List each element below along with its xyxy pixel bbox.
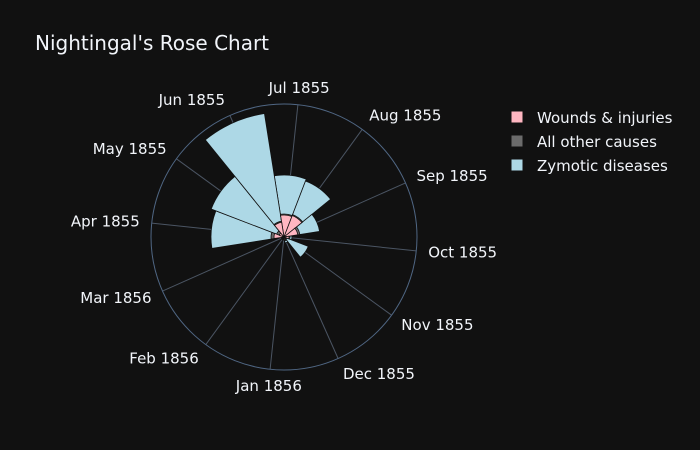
- angular-label-jul-1855: Jul 1855: [268, 79, 330, 97]
- polar-outer-ring: [150, 103, 418, 371]
- legend-label-other-causes: All other causes: [537, 133, 657, 151]
- legend: Wounds & injuries All other causes Zymot…: [510, 109, 673, 175]
- spoke-mar-1856: [162, 236, 285, 292]
- bar-zymotic-diseases-nov-1855[interactable]: [282, 236, 309, 258]
- angular-label-sep-1855: Sep 1855: [416, 167, 487, 185]
- angular-label-oct-1855: Oct 1855: [428, 244, 497, 262]
- bar-wounds-injuries-jun-1855[interactable]: [273, 221, 285, 239]
- bar-wounds-injuries-aug-1855[interactable]: [283, 215, 303, 239]
- bar-wounds-injuries-apr-1855[interactable]: [273, 232, 286, 240]
- legend-item-wounds[interactable]: Wounds & injuries: [510, 109, 673, 127]
- legend-item-zymotic[interactable]: Zymotic diseases: [510, 157, 668, 175]
- bars-layer: [204, 113, 332, 258]
- angular-label-jan-1856: Jan 1856: [235, 377, 302, 395]
- bar-wounds-injuries-oct-1855[interactable]: [282, 235, 290, 240]
- legend-label-zymotic: Zymotic diseases: [537, 157, 668, 175]
- angular-axis-labels: Jul 1855 Aug 1855 Sep 1855 Oct 1855 Nov 1855…: [71, 79, 497, 395]
- legend-item-other-causes[interactable]: All other causes: [510, 133, 657, 151]
- legend-label-wounds: Wounds & injuries: [537, 109, 673, 127]
- angular-label-may-1855: May 1855: [93, 140, 167, 158]
- bar-wounds-injuries-sep-1855[interactable]: [282, 227, 299, 238]
- legend-swatch-wounds: [510, 110, 524, 124]
- spoke-feb-1856: [205, 236, 285, 345]
- angular-label-jun-1855: Jun 1855: [158, 91, 225, 109]
- legend-swatch-zymotic: [510, 158, 524, 172]
- bar-zymotic-diseases-jun-1855[interactable]: [204, 113, 285, 239]
- angular-label-mar-1856: Mar 1856: [80, 289, 151, 307]
- angular-label-aug-1855: Aug 1855: [369, 107, 441, 125]
- angular-label-apr-1855: Apr 1855: [71, 212, 140, 230]
- angular-label-feb-1856: Feb 1856: [129, 349, 199, 367]
- spoke-jan-1856: [269, 236, 285, 370]
- angular-label-dec-1855: Dec 1855: [343, 365, 415, 383]
- spoke-dec-1855: [283, 236, 339, 359]
- spoke-oct-1855: [283, 236, 417, 252]
- legend-swatch-other-causes: [510, 134, 524, 148]
- angular-label-nov-1855: Nov 1855: [401, 316, 473, 334]
- chart-title: Nightingal's Rose Chart: [35, 31, 269, 55]
